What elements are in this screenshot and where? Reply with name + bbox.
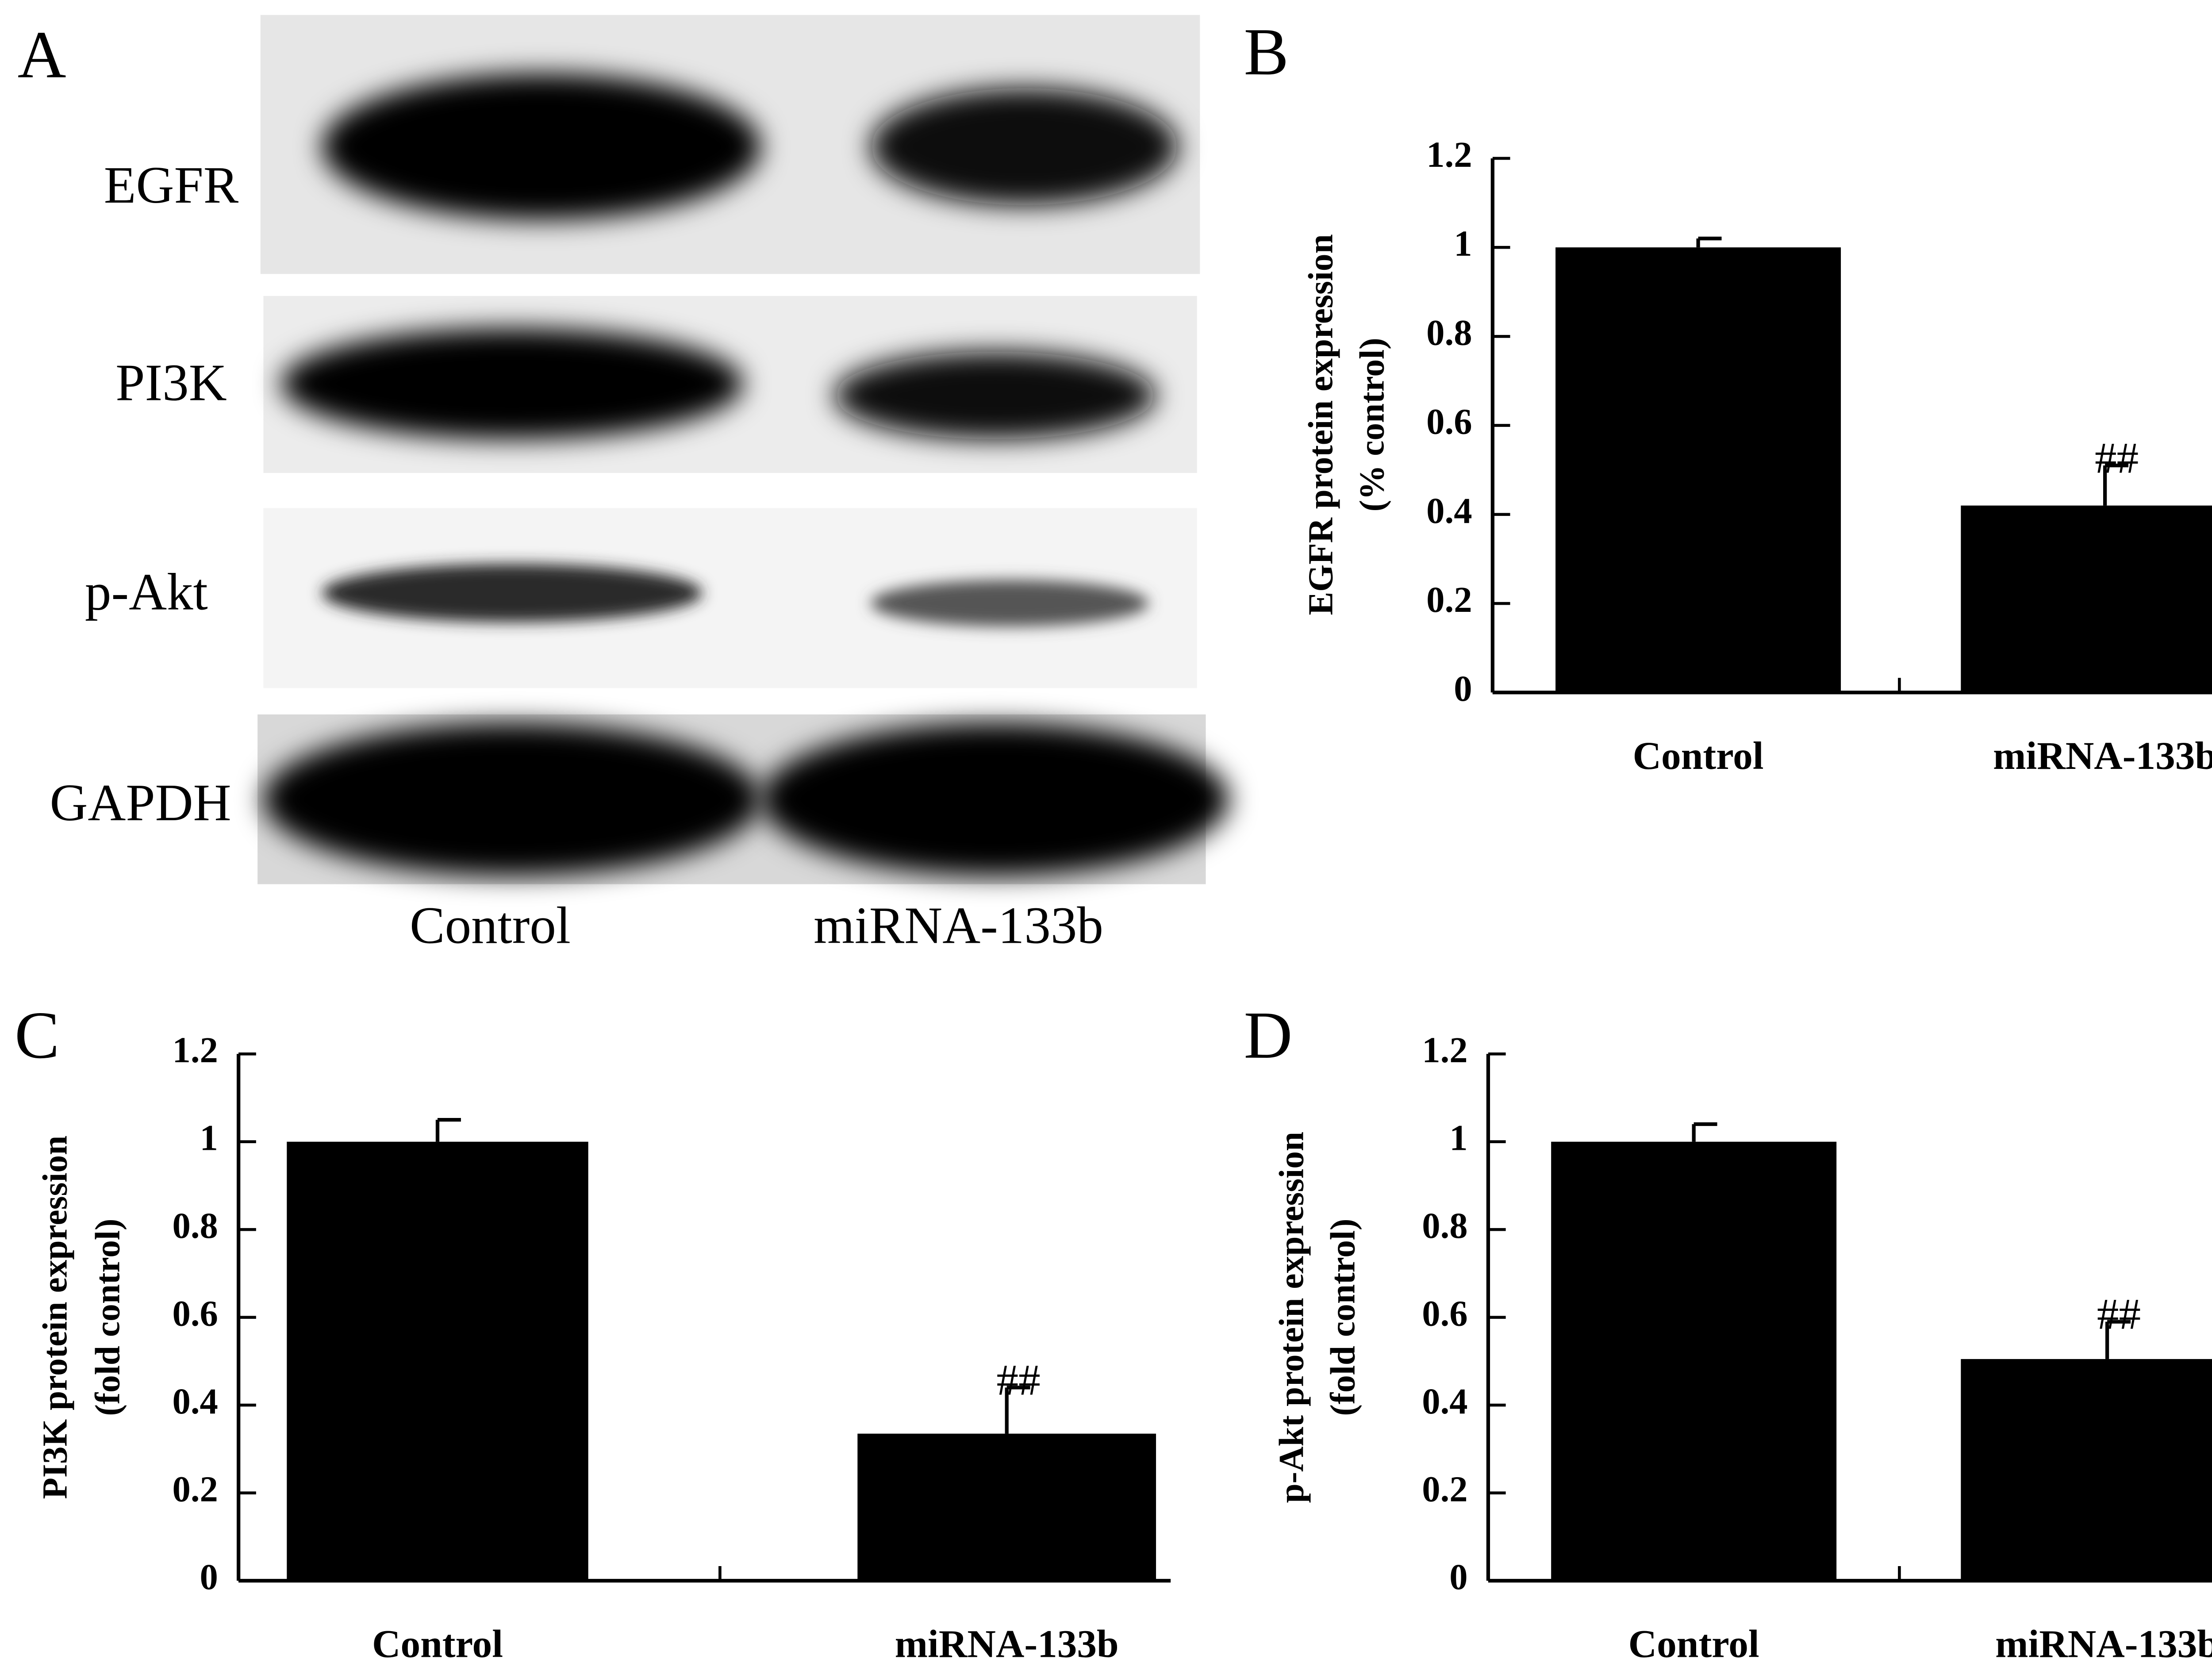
y-axis-label: (% control) — [1352, 338, 1391, 511]
blot-row-label: EGFR — [104, 156, 239, 214]
band — [761, 723, 1229, 876]
y-tick-label: 0 — [1454, 668, 1472, 709]
bar — [287, 1141, 588, 1581]
y-axis-label: (fold control) — [88, 1219, 127, 1416]
bar-chart: C PI3K protein expression (fold control) Co… — [15, 998, 1171, 1663]
y-tick-label: 1 — [1454, 223, 1472, 264]
y-tick-label: 0.6 — [1426, 401, 1472, 442]
band — [322, 564, 703, 622]
bar-chart: B EGFR protein expression (% control) Contr… — [1244, 14, 2212, 778]
band — [871, 580, 1149, 627]
x-tick-label: Control — [372, 1622, 503, 1663]
band — [834, 351, 1156, 440]
blot-lane-label: Control — [410, 896, 571, 955]
blot-row-label: p-Akt — [85, 563, 208, 621]
y-tick-label: 0.8 — [172, 1205, 218, 1246]
significance-label: ## — [997, 1356, 1041, 1405]
bar — [1961, 505, 2212, 693]
y-tick-label: 0.6 — [1422, 1293, 1467, 1334]
x-tick-label: miRNA-133b — [1993, 734, 2212, 778]
bar — [1961, 1359, 2212, 1581]
band — [871, 88, 1178, 205]
y-axis-label: EGFR protein expression — [1302, 234, 1340, 615]
y-tick-label: 0.6 — [172, 1293, 218, 1334]
x-tick-label: miRNA-133b — [895, 1622, 1119, 1663]
western-blot: A EGFR PI3K p-Akt GAPDH Control miRNA-13… — [18, 15, 1229, 955]
y-tick-label: 0.4 — [1422, 1381, 1467, 1421]
band — [322, 73, 761, 220]
y-tick-label: 1.2 — [172, 1029, 218, 1070]
panel-letter: C — [15, 998, 59, 1072]
blot-lane-label: miRNA-133b — [814, 896, 1103, 955]
panel-letter: B — [1244, 14, 1289, 89]
y-tick-label: 0 — [1449, 1556, 1467, 1597]
y-tick-label: 1 — [200, 1118, 218, 1158]
x-tick-label: miRNA-133b — [1995, 1622, 2212, 1663]
y-tick-label: 0.4 — [172, 1381, 218, 1421]
bar — [857, 1433, 1156, 1581]
y-axis-label: PI3K protein expression — [36, 1136, 75, 1499]
panel-letter: A — [18, 17, 66, 92]
panel-letter: D — [1244, 998, 1293, 1072]
y-tick-label: 0 — [200, 1556, 218, 1597]
y-tick-label: 1.2 — [1426, 134, 1472, 175]
bar — [1555, 247, 1841, 693]
y-tick-label: 0.8 — [1422, 1205, 1467, 1246]
blot-row-label: PI3K — [115, 353, 227, 412]
y-tick-label: 0.2 — [1422, 1469, 1467, 1509]
blot-row-label: GAPDH — [50, 773, 231, 832]
y-tick-label: 0.2 — [1426, 579, 1472, 620]
bar-chart: Dp-Akt protein expression (fold control) C… — [1244, 998, 2212, 1663]
y-tick-label: 1.2 — [1422, 1029, 1467, 1070]
y-axis-label: (fold control) — [1323, 1219, 1362, 1416]
y-tick-label: 0.8 — [1426, 312, 1472, 353]
y-tick-label: 0.4 — [1426, 490, 1472, 531]
y-tick-label: 0.2 — [172, 1469, 218, 1509]
x-tick-label: Control — [1633, 734, 1764, 778]
significance-label: ## — [2097, 1290, 2141, 1339]
x-tick-label: Control — [1628, 1622, 1759, 1663]
bar — [1551, 1141, 1837, 1581]
y-axis-label: p-Akt protein expression — [1272, 1132, 1311, 1503]
band — [263, 723, 761, 876]
band — [281, 328, 744, 440]
y-tick-label: 1 — [1449, 1118, 1467, 1158]
significance-label: ## — [2095, 434, 2139, 482]
